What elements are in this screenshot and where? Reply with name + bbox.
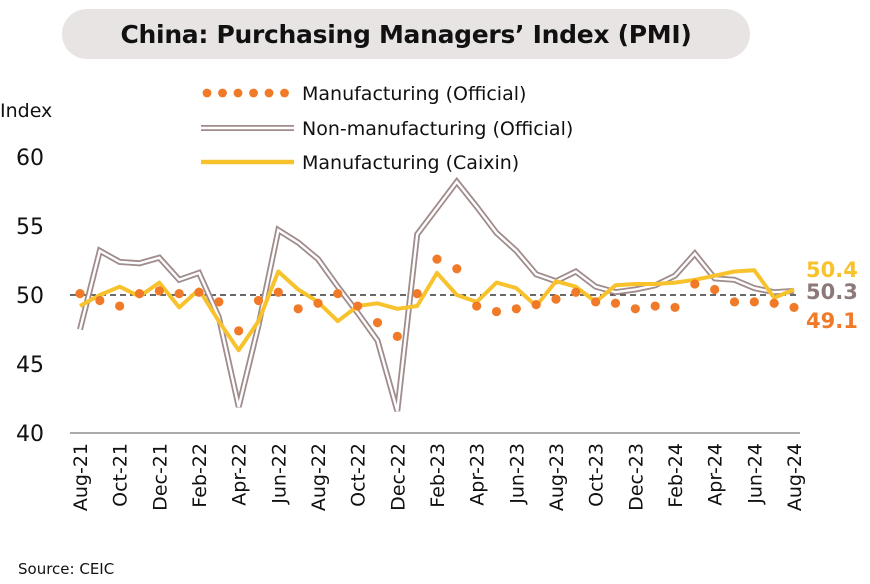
point-manufacturing-official-Mar-22	[214, 297, 224, 307]
source-note: Source: CEIC	[18, 560, 115, 578]
legend-label-non-manufacturing-official: Non-manufacturing (Official)	[302, 118, 573, 140]
y-tick-label-50: 50	[16, 284, 44, 309]
point-manufacturing-official-Nov-22	[372, 318, 383, 328]
x-tick-label-Apr-24: Apr-24	[705, 443, 727, 506]
point-manufacturing-official-Oct-21	[115, 301, 125, 311]
point-manufacturing-official-Aug-21	[75, 289, 85, 299]
x-tick-label-Dec-21: Dec-21	[149, 443, 171, 511]
y-axis-ticks: 40 45 50 55 60	[16, 146, 44, 447]
point-manufacturing-official-Jun-23	[511, 304, 521, 314]
point-manufacturing-official-Feb-23	[432, 254, 442, 264]
point-manufacturing-official-Mar-23	[452, 264, 462, 274]
point-manufacturing-official-Mar-24	[690, 279, 700, 289]
chart-series	[75, 176, 799, 412]
point-manufacturing-official-Jun-24	[749, 297, 759, 307]
x-tick-label-Oct-22: Oct-22	[348, 443, 370, 507]
end-labels: 50.450.3 49.1	[806, 258, 858, 333]
point-manufacturing-official-Aug-22	[313, 298, 323, 308]
legend-marker-manufacturing-official-dot	[264, 88, 274, 98]
point-manufacturing-official-Jun-22	[273, 287, 283, 297]
point-manufacturing-official-Jul-24	[769, 298, 779, 308]
point-manufacturing-official-May-24	[729, 297, 740, 307]
point-manufacturing-official-Dec-22	[392, 331, 402, 341]
point-manufacturing-official-Feb-24	[670, 302, 680, 313]
point-manufacturing-official-Jan-23	[412, 289, 422, 299]
point-manufacturing-official-Oct-23	[591, 297, 601, 307]
point-manufacturing-official-Sep-23	[571, 287, 581, 297]
series-line-non-manufacturing-inner	[78, 179, 795, 412]
y-tick-label-60: 60	[16, 146, 44, 171]
series-line-manufacturing-caixin	[79, 268, 795, 353]
point-manufacturing-official-Sep-21	[95, 295, 105, 306]
end-label-manufacturing-official: 49.1	[806, 309, 858, 333]
x-tick-label-Oct-23: Oct-23	[586, 443, 608, 507]
point-manufacturing-official-Aug-23	[551, 294, 561, 304]
legend-marker-manufacturing-official-dot	[249, 88, 258, 98]
y-tick-label-55: 55	[16, 215, 44, 240]
legend-marker-manufacturing-official-dot	[202, 88, 212, 98]
x-tick-label-Aug-21: Aug-21	[70, 443, 92, 511]
legend-label-manufacturing-caixin: Manufacturing (Caixin)	[302, 152, 519, 174]
end-label-non-manufacturing: 50.3	[806, 280, 858, 304]
point-manufacturing-official-Apr-22	[234, 326, 244, 336]
x-tick-label-Dec-22: Dec-22	[387, 443, 409, 511]
point-manufacturing-official-Dec-23	[630, 304, 640, 314]
chart-legend: Manufacturing (Official) Non-manufacturin…	[201, 83, 573, 174]
point-manufacturing-official-May-22	[253, 295, 264, 306]
y-axis-label: Index	[0, 100, 52, 122]
point-manufacturing-official-Jan-22	[174, 289, 184, 299]
y-tick-label-45: 45	[16, 353, 44, 378]
point-manufacturing-official-May-23	[491, 306, 502, 317]
x-tick-label-Feb-24: Feb-24	[665, 443, 687, 508]
series-line-non-manufacturing-official	[77, 176, 795, 412]
point-manufacturing-official-Oct-22	[353, 301, 363, 311]
x-axis: Aug-21 Oct-21 Dec-21 Feb-22 Apr-22 Jun-22 Aug-…	[70, 294, 806, 511]
legend-marker-manufacturing-official-dot	[280, 88, 289, 98]
end-label-caixin: 50.4	[806, 258, 858, 282]
chart-title: China: Purchasing Managers’ Index (PMI)	[120, 19, 692, 49]
point-manufacturing-official-Nov-21	[134, 289, 145, 299]
x-tick-label-Dec-23: Dec-23	[625, 443, 647, 511]
x-tick-label-Oct-21: Oct-21	[110, 443, 132, 507]
point-manufacturing-official-Apr-23	[472, 301, 482, 311]
legend-label-manufacturing-official: Manufacturing (Official)	[302, 83, 526, 105]
x-tick-label-Jun-23: Jun-23	[506, 443, 528, 505]
point-manufacturing-official-Sep-22	[333, 289, 343, 299]
legend-marker-manufacturing-official-dot	[233, 88, 243, 98]
x-tick-label-Apr-22: Apr-22	[229, 443, 251, 506]
x-tick-label-Feb-23: Feb-23	[427, 443, 449, 508]
chart-title-pill: China: Purchasing Managers’ Index (PMI)	[62, 9, 750, 59]
x-tick-label-Apr-23: Apr-23	[467, 443, 489, 506]
x-tick-label-Aug-24: Aug-24	[784, 443, 806, 511]
x-tick-label-Jun-24: Jun-24	[744, 443, 766, 505]
point-manufacturing-official-Jul-23	[531, 300, 541, 310]
y-tick-label-40: 40	[16, 422, 44, 447]
point-manufacturing-official-Dec-21	[154, 286, 164, 296]
legend-marker-manufacturing-official-dot	[218, 88, 227, 98]
x-tick-label-Jun-22: Jun-22	[268, 443, 290, 505]
point-manufacturing-official-Jul-22	[293, 304, 303, 314]
point-manufacturing-official-Feb-22	[194, 287, 204, 297]
point-manufacturing-official-Nov-23	[610, 298, 621, 308]
x-tick-label-Aug-22: Aug-22	[308, 443, 330, 511]
point-manufacturing-official-Aug-24	[789, 302, 799, 313]
x-tick-label-Feb-22: Feb-22	[189, 443, 211, 508]
point-manufacturing-official-Apr-24	[710, 284, 720, 295]
x-tick-label-Aug-23: Aug-23	[546, 443, 568, 511]
point-manufacturing-official-Jan-24	[650, 301, 660, 311]
